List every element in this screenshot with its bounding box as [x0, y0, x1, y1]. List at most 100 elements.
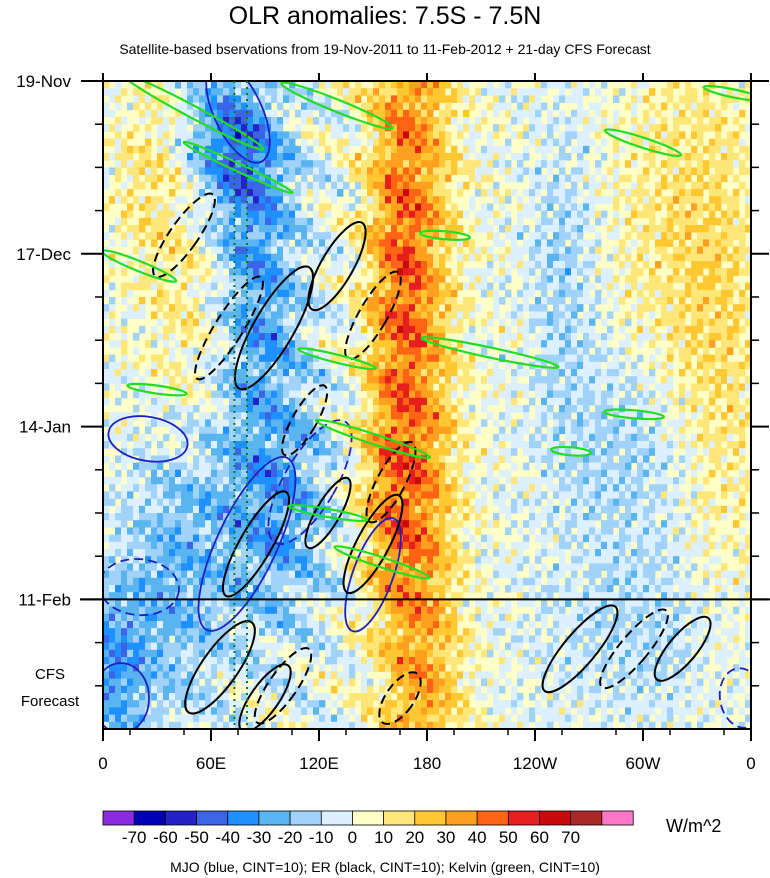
heat-cell	[745, 246, 751, 255]
heat-cell	[427, 124, 434, 132]
heat-cell	[463, 433, 470, 442]
heat-cell	[667, 491, 674, 499]
heat-cell	[217, 196, 224, 204]
heat-cell	[145, 203, 152, 211]
heat-cell	[391, 95, 398, 103]
heat-cell	[247, 419, 254, 427]
heat-cell	[385, 81, 392, 89]
heat-cell	[439, 369, 446, 377]
heat-cell	[193, 498, 200, 507]
heat-cell	[403, 217, 410, 226]
heat-cell	[247, 354, 254, 363]
heat-cell	[535, 297, 542, 305]
heat-cell	[433, 181, 440, 190]
heat-cell	[415, 160, 422, 168]
heat-cell	[391, 419, 398, 427]
heat-cell	[727, 239, 734, 247]
heat-cell	[565, 138, 572, 147]
heat-cell	[583, 253, 590, 262]
heat-cell	[211, 361, 218, 370]
heat-cell	[259, 81, 266, 89]
heat-cell	[391, 109, 398, 118]
heat-cell	[235, 81, 242, 89]
heat-cell	[157, 196, 164, 204]
heat-cell	[115, 361, 122, 370]
heat-cell	[157, 397, 164, 406]
heat-cell	[313, 81, 320, 89]
heat-cell	[439, 354, 446, 363]
heat-cell	[703, 217, 710, 226]
heat-cell	[547, 81, 554, 89]
heat-cell	[247, 203, 254, 211]
heat-cell	[745, 297, 751, 305]
heat-cell	[703, 239, 710, 247]
heat-cell	[691, 390, 698, 399]
heat-cell	[547, 275, 554, 283]
heat-cell	[667, 318, 674, 327]
heat-cell	[451, 390, 458, 399]
heat-cell	[313, 318, 320, 327]
heat-cell	[691, 268, 698, 276]
heat-cell	[469, 203, 476, 211]
heat-cell	[703, 275, 710, 283]
heat-cell	[625, 354, 632, 363]
heat-cell	[175, 405, 182, 413]
heat-cell	[343, 102, 350, 111]
heat-cell	[415, 153, 422, 161]
heat-cell	[199, 102, 206, 111]
heat-cell	[655, 426, 662, 435]
heat-cell	[379, 95, 386, 103]
heat-cell	[727, 361, 734, 370]
heat-cell	[127, 145, 134, 154]
heat-cell	[367, 174, 374, 183]
heat-cell	[367, 297, 374, 305]
heat-cell	[547, 167, 554, 175]
heat-cell	[139, 95, 146, 103]
heat-cell	[235, 469, 242, 478]
heat-cell	[271, 484, 278, 492]
heat-cell	[217, 95, 224, 103]
heat-cell	[349, 138, 356, 147]
heat-cell	[667, 304, 674, 312]
heat-cell	[397, 419, 404, 427]
heat-cell	[571, 297, 578, 305]
heat-cell	[727, 477, 734, 485]
heat-cell	[649, 210, 656, 219]
heat-cell	[349, 239, 356, 247]
heat-cell	[565, 153, 572, 161]
heat-cell	[223, 448, 230, 456]
heat-cell	[373, 405, 380, 413]
heat-cell	[355, 167, 362, 175]
heat-cell	[433, 325, 440, 334]
heat-cell	[565, 333, 572, 341]
heat-cell	[277, 232, 284, 240]
heat-cell	[571, 189, 578, 197]
heat-cell	[241, 109, 248, 118]
heat-cell	[271, 109, 278, 118]
heat-cell	[529, 340, 536, 348]
heat-cell	[739, 412, 746, 420]
heat-cell	[643, 383, 650, 391]
heat-cell	[235, 131, 242, 139]
heat-cell	[367, 232, 374, 240]
heat-cell	[457, 448, 464, 456]
heat-cell	[529, 311, 536, 319]
heat-cell	[625, 412, 632, 420]
heat-cell	[487, 160, 494, 168]
heat-cell	[391, 469, 398, 478]
heat-cell	[259, 325, 266, 334]
heat-cell	[511, 318, 518, 327]
heat-cell	[295, 131, 302, 139]
heat-cell	[307, 109, 314, 118]
heat-cell	[643, 333, 650, 341]
heat-cell	[349, 469, 356, 478]
heat-cell	[349, 232, 356, 240]
heat-cell	[115, 412, 122, 420]
heat-cell	[403, 261, 410, 269]
heat-cell	[541, 455, 548, 463]
heat-cell	[721, 210, 728, 219]
heat-cell	[451, 426, 458, 435]
heat-cell	[259, 131, 266, 139]
heat-cell	[109, 109, 116, 118]
heat-cell	[397, 426, 404, 435]
